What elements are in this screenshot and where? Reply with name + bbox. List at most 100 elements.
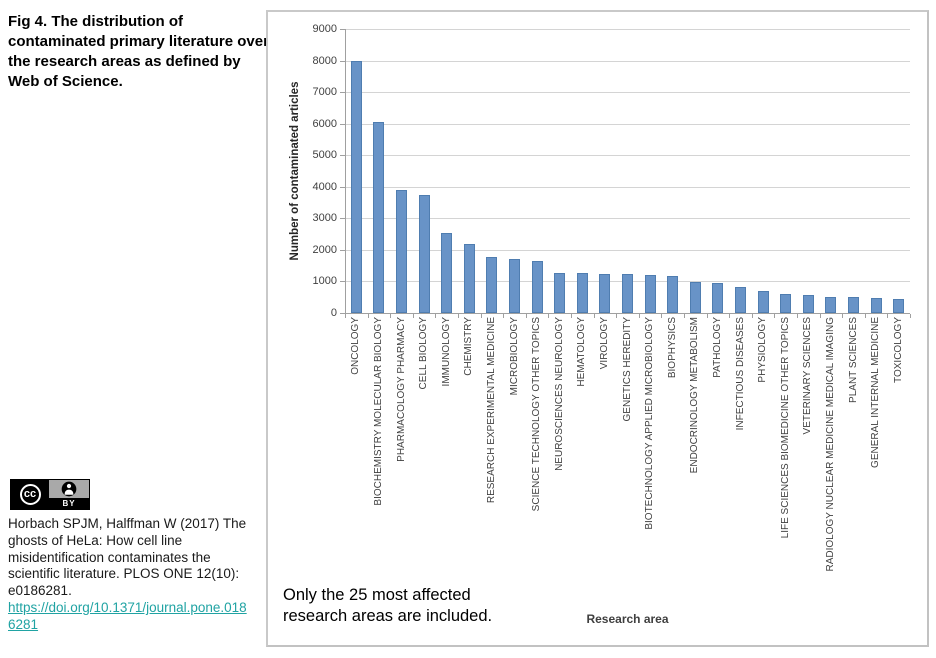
bar <box>644 275 656 313</box>
x-tick-label: TOXICOLOGY <box>892 317 904 383</box>
x-axis-tick <box>661 314 663 318</box>
bar <box>441 233 453 313</box>
x-axis-tick <box>548 314 550 318</box>
x-axis-line <box>345 313 910 314</box>
attribution-person-icon <box>49 480 89 498</box>
x-axis-tick <box>706 314 708 318</box>
bar <box>802 295 814 313</box>
x-axis-tick <box>412 314 414 318</box>
bar <box>893 299 905 313</box>
y-axis-tick <box>340 155 345 157</box>
y-tick-label: 9000 <box>312 23 337 35</box>
bar <box>689 282 701 313</box>
gridline <box>345 249 910 251</box>
bar <box>870 298 882 313</box>
cc-logo-area: cc <box>11 480 49 509</box>
x-tick-label: HEMATOLOGY <box>576 317 588 387</box>
x-axis-tick <box>729 314 731 318</box>
chart-panel: Number of contaminated articles Only the… <box>266 10 929 647</box>
x-axis-tick <box>684 314 685 318</box>
x-axis-tick <box>819 314 821 318</box>
x-axis-tick <box>593 314 595 318</box>
x-axis-tick <box>503 314 505 318</box>
cc-icon: cc <box>19 484 41 505</box>
y-tick-label: 7000 <box>312 86 337 99</box>
x-axis-tick <box>774 314 776 318</box>
gridline <box>345 29 910 30</box>
x-tick-label: VIROLOGY <box>598 317 610 370</box>
y-tick-label: 6000 <box>312 117 337 130</box>
citation-text: Horbach SPJM, Halffman W (2017) The ghos… <box>8 516 247 599</box>
x-axis-tick <box>367 314 369 318</box>
x-tick-label: BIOCHEMISTRY MOLECULAR BIOLOGY <box>372 317 384 506</box>
citation-block: Horbach SPJM, Halffman W (2017) The ghos… <box>8 516 252 634</box>
x-axis-tick <box>797 314 798 318</box>
y-axis-tick <box>340 92 345 94</box>
gridline <box>345 92 910 94</box>
y-tick-label: 0 <box>330 307 337 319</box>
cc-attribution-area: BY <box>49 480 89 509</box>
bar <box>350 61 362 313</box>
y-tick-label: 1000 <box>312 275 337 288</box>
bar <box>373 122 385 313</box>
bar <box>486 257 498 313</box>
x-axis-tick <box>910 314 911 318</box>
x-axis-tick <box>751 314 753 318</box>
x-tick-label: ONCOLOGY <box>350 317 362 375</box>
x-axis-tick <box>458 314 459 318</box>
x-axis-tick <box>390 314 392 318</box>
x-tick-label: NEUROSCIENCES NEUROLOGY <box>553 317 565 471</box>
x-tick-label: BIOPHYSICS <box>666 317 678 379</box>
x-axis-tick <box>571 314 572 318</box>
x-tick-label: GENERAL INTERNAL MEDICINE <box>870 317 882 468</box>
bar <box>622 274 633 313</box>
x-axis-tick <box>525 314 527 318</box>
bar <box>825 297 837 313</box>
y-tick-label: 8000 <box>312 54 337 67</box>
x-tick-label: CHEMISTRY <box>463 317 475 376</box>
bar <box>599 274 611 313</box>
x-tick-label: MICROBIOLOGY <box>508 317 520 396</box>
x-tick-label: RADIOLOGY NUCLEAR MEDICINE MEDICAL IMAGI… <box>824 317 836 572</box>
by-label: BY <box>49 498 89 509</box>
bar <box>554 273 566 313</box>
x-tick-label: LIFE SCIENCES BIOMEDICINE OTHER TOPICS <box>779 317 791 539</box>
y-tick-label: 3000 <box>312 212 337 225</box>
y-tick-label: 4000 <box>312 180 337 193</box>
x-axis-tick <box>345 314 346 318</box>
x-tick-label: SCIENCE TECHNOLOGY OTHER TOPICS <box>531 317 543 512</box>
y-axis-tick <box>340 218 345 220</box>
figure-caption: Fig 4. The distribution of contaminated … <box>8 13 269 90</box>
y-axis-line <box>345 29 346 314</box>
gridline <box>345 186 910 188</box>
bar <box>576 273 588 313</box>
gridline <box>345 218 910 220</box>
gridline <box>345 123 910 125</box>
bar <box>848 297 859 313</box>
x-axis-tick <box>480 314 482 318</box>
x-axis-tick <box>638 314 640 318</box>
bar <box>757 291 769 313</box>
x-tick-label: GENETICS HEREDITY <box>621 317 633 422</box>
bar <box>463 244 475 313</box>
x-axis-tick <box>864 314 866 318</box>
x-tick-label: ENDOCRINOLOGY METABOLISM <box>689 317 701 474</box>
x-tick-label: PLANT SCIENCES <box>847 317 859 403</box>
bar <box>531 261 543 313</box>
doi-link[interactable]: https://doi.org/10.1371/journal.pone.018… <box>8 599 247 632</box>
y-axis-tick <box>340 313 345 314</box>
y-tick-label: 5000 <box>312 149 337 162</box>
bar <box>667 276 679 313</box>
x-tick-label: CELL BIOLOGY <box>418 317 430 390</box>
x-tick-label: VETERINARY SCIENCES <box>802 317 814 435</box>
x-axis-tick <box>616 314 618 318</box>
x-tick-label: PHYSIOLOGY <box>757 317 769 383</box>
bar <box>712 283 724 313</box>
y-axis-tick <box>340 249 345 251</box>
bar <box>735 287 746 313</box>
x-tick-label: INFECTIOUS DISEASES <box>734 317 746 431</box>
chart-note: Only the 25 most affected research areas… <box>283 586 493 625</box>
x-axis-title: Research area <box>586 612 669 626</box>
y-axis-tick <box>340 186 345 188</box>
x-tick-label: RESEARCH EXPERIMENTAL MEDICINE <box>485 317 497 504</box>
